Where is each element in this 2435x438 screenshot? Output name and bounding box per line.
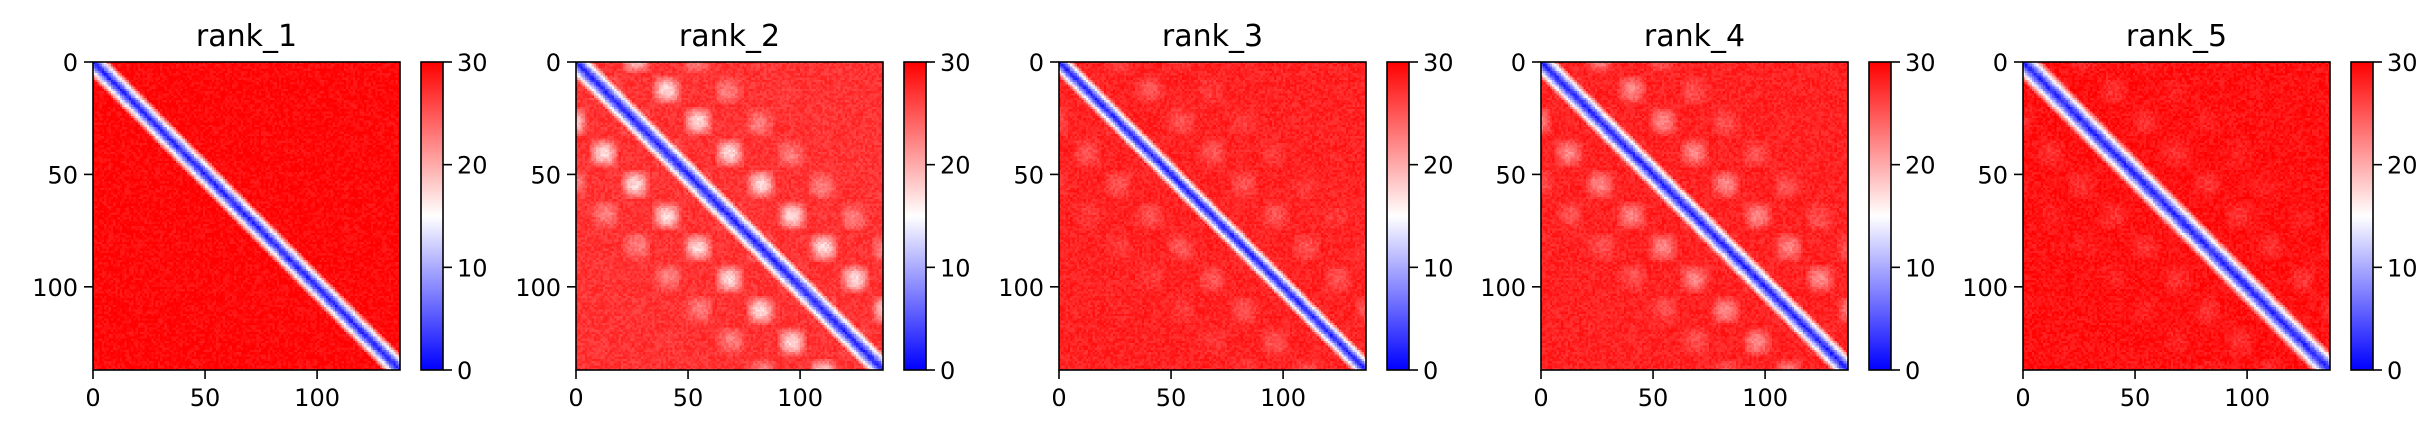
- x-tick-label: 0: [1533, 384, 1548, 412]
- panel-title: rank_5: [2126, 19, 2227, 54]
- colorbar-tick-label: 20: [1423, 152, 1454, 180]
- x-tick-label: 0: [1051, 384, 1066, 412]
- heatmap-image: [1541, 62, 1848, 370]
- axes-frame: [1058, 61, 1367, 371]
- colorbar-tick-label: 30: [2387, 49, 2418, 77]
- colorbar-tick-label: 10: [940, 254, 971, 282]
- heatmap-panel-rank_2: rank_2 0 50 100 0 50 100 0 10 20 30: [515, 19, 970, 412]
- x-tick-label: 50: [1638, 384, 1669, 412]
- colorbar-tick-label: 0: [940, 357, 955, 385]
- heatmap-panel-rank_1: rank_1 0 50 100 0 50 100 0 10 20 30: [32, 19, 487, 412]
- x-tick-label: 100: [777, 384, 823, 412]
- colorbar-tick-label: 20: [1905, 152, 1936, 180]
- colorbar-tick-label: 0: [1905, 357, 1920, 385]
- y-tick-label: 50: [1495, 161, 1526, 189]
- colorbar-gradient: [420, 61, 444, 371]
- colorbar-gradient: [1868, 61, 1892, 371]
- x-tick-label: 0: [2015, 384, 2030, 412]
- y-tick-label: 0: [1511, 49, 1526, 77]
- colorbar-tick-label: 10: [1423, 254, 1454, 282]
- colorbar-tick-label: 20: [2387, 152, 2418, 180]
- heatmap-panel-rank_4: rank_4 0 50 100 0 50 100 0 10 20 30: [1480, 19, 1935, 412]
- colorbar-gradient: [903, 61, 927, 371]
- x-tick-label: 100: [2224, 384, 2270, 412]
- y-tick-label: 100: [1480, 274, 1526, 302]
- colorbar-tick-label: 30: [940, 49, 971, 77]
- heatmap-image: [576, 62, 883, 370]
- colorbar: 0 10 20 30: [1868, 49, 1936, 385]
- colorbar-tick-label: 0: [2387, 357, 2402, 385]
- axes-frame: [92, 61, 401, 371]
- colorbar-tick-label: 20: [457, 152, 488, 180]
- colorbar-tick-label: 30: [457, 49, 488, 77]
- colorbar: 0 10 20 30: [1386, 49, 1454, 385]
- x-tick-label: 50: [673, 384, 704, 412]
- x-tick-label: 0: [568, 384, 583, 412]
- panel-title: rank_1: [196, 19, 297, 54]
- y-tick-label: 50: [1013, 161, 1044, 189]
- colorbar-tick-label: 10: [457, 254, 488, 282]
- x-tick-label: 100: [1742, 384, 1788, 412]
- y-tick-label: 100: [515, 274, 561, 302]
- axes-frame: [1540, 61, 1849, 371]
- y-tick-label: 50: [530, 161, 561, 189]
- x-tick-label: 50: [190, 384, 221, 412]
- panel-title: rank_3: [1162, 19, 1263, 54]
- heatmap-panel-rank_5: rank_5 0 50 100 0 50 100 0 10 20 30: [1962, 19, 2417, 412]
- x-tick-label: 100: [294, 384, 340, 412]
- y-tick-label: 0: [1993, 49, 2008, 77]
- colorbar-tick-label: 30: [1905, 49, 1936, 77]
- x-tick-label: 50: [1156, 384, 1187, 412]
- colorbar: 0 10 20 30: [420, 49, 488, 385]
- panel-title: rank_2: [679, 19, 780, 54]
- heatmap-panel-rank_3: rank_3 0 50 100 0 50 100 0 10 20 30: [998, 19, 1453, 412]
- heatmap-image: [93, 62, 400, 370]
- colorbar-tick-label: 0: [457, 357, 472, 385]
- colorbar: 0 10 20 30: [903, 49, 971, 385]
- y-tick-label: 100: [998, 274, 1044, 302]
- colorbar-tick-label: 10: [2387, 254, 2418, 282]
- x-tick-label: 100: [1260, 384, 1306, 412]
- heatmap-image: [1059, 62, 1366, 370]
- heatmap-image: [2023, 62, 2330, 370]
- x-tick-label: 50: [2120, 384, 2151, 412]
- colorbar-tick-label: 30: [1423, 49, 1454, 77]
- axes-frame: [2022, 61, 2331, 371]
- y-tick-label: 50: [47, 161, 78, 189]
- colorbar-tick-label: 0: [1423, 357, 1438, 385]
- colorbar-tick-label: 10: [1905, 254, 1936, 282]
- colorbar-tick-label: 20: [940, 152, 971, 180]
- y-tick-label: 0: [546, 49, 561, 77]
- y-tick-label: 100: [1962, 274, 2008, 302]
- y-tick-label: 100: [32, 274, 78, 302]
- y-tick-label: 0: [1029, 49, 1044, 77]
- colorbar-gradient: [1386, 61, 1410, 371]
- axes-frame: [575, 61, 884, 371]
- colorbar: 0 10 20 30: [2350, 49, 2418, 385]
- panel-title: rank_4: [1644, 19, 1745, 54]
- colorbar-gradient: [2350, 61, 2374, 371]
- y-tick-label: 0: [63, 49, 78, 77]
- x-tick-label: 0: [85, 384, 100, 412]
- y-tick-label: 50: [1977, 161, 2008, 189]
